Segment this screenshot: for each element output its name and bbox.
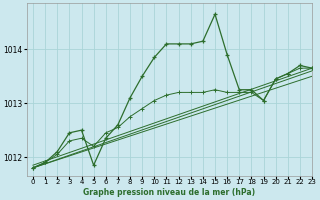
X-axis label: Graphe pression niveau de la mer (hPa): Graphe pression niveau de la mer (hPa): [84, 188, 256, 197]
